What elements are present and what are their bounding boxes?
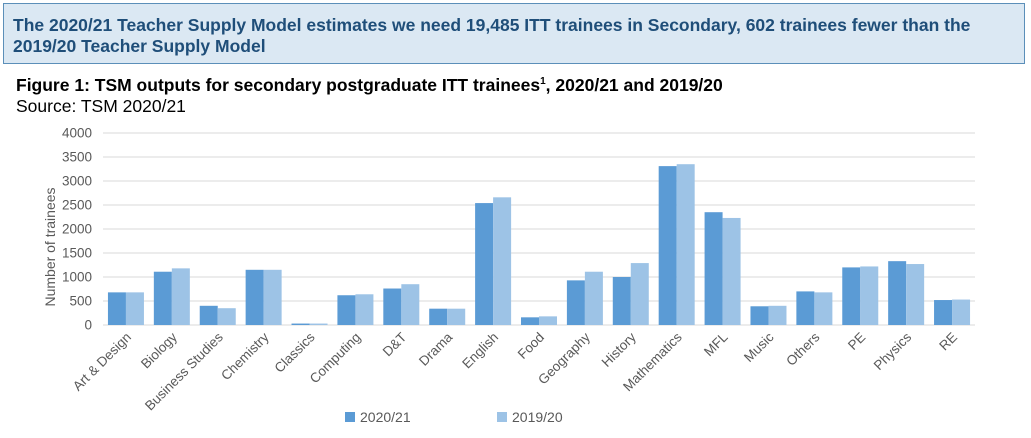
y-axis-label: Number of trainees (42, 187, 58, 306)
legend-label: 2019/20 (512, 409, 563, 425)
bar-2019-20 (539, 316, 557, 325)
bar-2020-21 (750, 306, 769, 325)
x-tick-label: Classics (271, 329, 317, 375)
y-tick-label: 2500 (62, 198, 92, 213)
figure-title-footnote: 1 (540, 76, 546, 88)
bar-2019-20 (722, 217, 741, 325)
bar-2019-20 (355, 294, 374, 325)
x-tick-label: Business Studies (142, 329, 226, 413)
figure-title: Figure 1: TSM outputs for secondary post… (16, 75, 723, 96)
bar-2020-21 (612, 277, 631, 325)
bar-2019-20 (309, 323, 328, 325)
y-tick-label: 3500 (62, 150, 92, 165)
bar-2019-20 (860, 266, 879, 325)
x-tick-label: Food (515, 330, 547, 362)
bar-2019-20 (401, 284, 420, 325)
legend: 2020/21 2019/20 (345, 409, 563, 425)
bar-2019-20 (906, 264, 925, 325)
bar-2020-21 (704, 212, 723, 325)
y-tick-label: 2000 (62, 222, 92, 237)
bar-2020-21 (888, 261, 907, 325)
bar-2019-20 (447, 308, 466, 325)
bar-2020-21 (337, 295, 356, 325)
y-axis-ticks: 0 500 1000 1500 2000 2500 3000 3500 4000 (62, 126, 92, 333)
bar-2020-21 (383, 288, 402, 325)
legend-swatch (345, 412, 355, 422)
x-tick-label: Music (741, 329, 777, 365)
bar-2019-20 (584, 271, 603, 325)
bar-2020-21 (107, 292, 126, 325)
bar-2019-20 (493, 197, 512, 325)
summary-banner: The 2020/21 Teacher Supply Model estimat… (3, 3, 1025, 64)
y-tick-label: 1500 (62, 246, 92, 261)
bar-2019-20 (952, 299, 971, 325)
x-tick-label: Physics (871, 329, 915, 373)
bar-2019-20 (217, 308, 236, 325)
bar-2020-21 (521, 317, 539, 325)
x-tick-label: English (459, 330, 501, 372)
bar-2020-21 (658, 166, 677, 325)
y-tick-label: 3000 (62, 174, 92, 189)
figure-source: Source: TSM 2020/21 (16, 96, 186, 116)
bar-2019-20 (171, 268, 190, 325)
x-tick-label: D&T (380, 330, 410, 360)
x-tick-label: Art & Design (70, 330, 134, 394)
y-tick-label: 0 (84, 318, 92, 333)
bar-2020-21 (934, 300, 953, 325)
bar-2019-20 (125, 292, 144, 325)
bar-2019-20 (768, 305, 787, 325)
legend-swatch (497, 412, 507, 422)
bar-2020-21 (566, 280, 585, 325)
bar-2020-21 (153, 271, 172, 325)
x-tick-label: MFL (701, 329, 731, 359)
bar-2019-20 (263, 269, 282, 325)
figure-title-tail: , 2020/21 and 2019/20 (545, 75, 723, 95)
bar-2020-21 (429, 308, 448, 325)
summary-banner-text: The 2020/21 Teacher Supply Model estimat… (13, 15, 971, 56)
x-tick-label: Drama (416, 329, 456, 369)
bar-2019-20 (814, 292, 833, 325)
x-tick-label: Others (783, 329, 822, 368)
bar-2019-20 (676, 164, 695, 325)
x-tick-label: Chemistry (218, 329, 272, 383)
bar-2020-21 (245, 269, 264, 325)
x-tick-label: RE (936, 330, 960, 354)
x-tick-label: History (599, 329, 639, 369)
figure-title-main: Figure 1: TSM outputs for secondary post… (16, 75, 541, 95)
bar-2020-21 (475, 203, 494, 325)
y-tick-label: 1000 (62, 270, 92, 285)
bar-2020-21 (842, 267, 861, 325)
bars (107, 164, 971, 325)
x-tick-label: Biology (138, 329, 180, 371)
y-tick-label: 4000 (62, 126, 92, 141)
bar-2020-21 (796, 291, 815, 325)
x-tick-label: PE (845, 330, 868, 353)
legend-label: 2020/21 (360, 409, 411, 425)
y-tick-label: 500 (69, 294, 92, 309)
bar-2020-21 (291, 323, 310, 325)
bar-2020-21 (199, 305, 218, 325)
bar-2019-20 (630, 263, 649, 325)
